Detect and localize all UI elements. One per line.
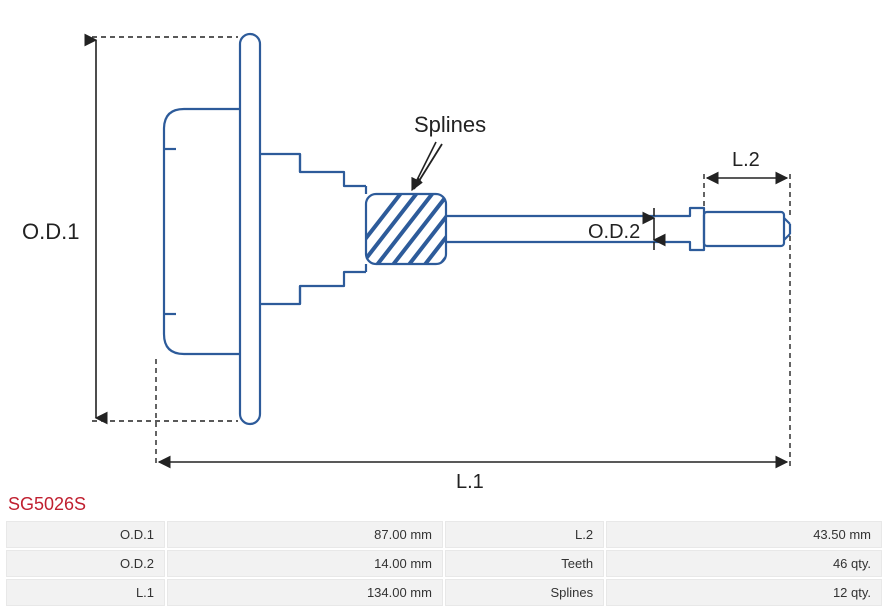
spline-hatch	[342, 179, 484, 299]
spec-key: O.D.1	[6, 521, 165, 548]
splines-arrow	[414, 144, 442, 189]
dimension-arrows	[96, 40, 787, 462]
table-row: O.D.187.00 mmL.243.50 mm	[6, 521, 882, 548]
table-row: O.D.214.00 mmTeeth46 qty.	[6, 550, 882, 577]
spec-key: L.1	[6, 579, 165, 606]
spec-val: 87.00 mm	[167, 521, 443, 548]
label-od2: O.D.2	[588, 221, 640, 243]
spec-val: 14.00 mm	[167, 550, 443, 577]
spec-key: L.2	[445, 521, 604, 548]
spec-val: 12 qty.	[606, 579, 882, 606]
technical-diagram: Splines O.D.1 O.D.2 L.2 L.1	[4, 4, 884, 494]
spec-key: Splines	[445, 579, 604, 606]
label-splines: Splines	[414, 112, 486, 137]
spec-key: Teeth	[445, 550, 604, 577]
spec-val: 134.00 mm	[167, 579, 443, 606]
label-l2: L.2	[732, 149, 760, 171]
table-row: L.1134.00 mmSplines12 qty.	[6, 579, 882, 606]
part-outline	[164, 34, 790, 424]
label-l1: L.1	[456, 471, 484, 493]
spec-key: O.D.2	[6, 550, 165, 577]
spec-table: O.D.187.00 mmL.243.50 mmO.D.214.00 mmTee…	[4, 519, 884, 608]
extension-lines	[92, 37, 790, 466]
spec-val: 43.50 mm	[606, 521, 882, 548]
label-od1: O.D.1	[22, 219, 79, 244]
part-id: SG5026S	[8, 494, 885, 515]
spec-tbody: O.D.187.00 mmL.243.50 mmO.D.214.00 mmTee…	[6, 521, 882, 606]
spec-val: 46 qty.	[606, 550, 882, 577]
diagram-svg: Splines O.D.1 O.D.2 L.2 L.1	[4, 4, 884, 494]
